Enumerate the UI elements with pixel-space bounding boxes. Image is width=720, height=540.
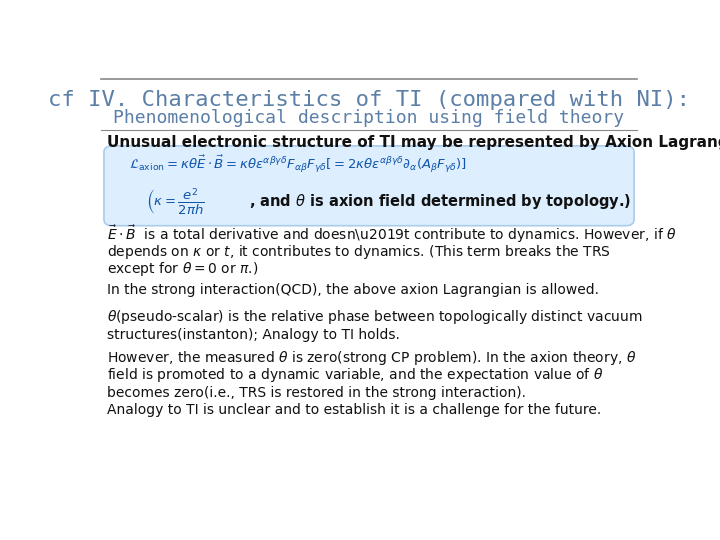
Text: , and $\theta$ is axion field determined by topology.): , and $\theta$ is axion field determined… [249, 192, 631, 211]
Text: $\mathcal{L}_{\mathrm{axion}} = \kappa\theta\vec{E}\cdot\vec{B} = \kappa\theta\e: $\mathcal{L}_{\mathrm{axion}} = \kappa\t… [129, 154, 467, 176]
Text: field is promoted to a dynamic variable, and the expectation value of $\theta$: field is promoted to a dynamic variable,… [107, 367, 603, 384]
Text: cf IV. Characteristics of TI (compared with NI):: cf IV. Characteristics of TI (compared w… [48, 90, 690, 110]
Text: However, the measured $\theta$ is zero(strong CP problem). In the axion theory, : However, the measured $\theta$ is zero(s… [107, 349, 636, 367]
Text: $\vec{E}\cdot\vec{B}$  is a total derivative and doesn\u2019t contribute to dyna: $\vec{E}\cdot\vec{B}$ is a total derivat… [107, 224, 676, 245]
Text: $\theta$(pseudo-scalar) is the relative phase between topologically distinct vac: $\theta$(pseudo-scalar) is the relative … [107, 308, 642, 326]
Text: Phenomenological description using field theory: Phenomenological description using field… [114, 109, 624, 127]
Text: Unusual electronic structure of TI may be represented by Axion Lagrangian.: Unusual electronic structure of TI may b… [107, 136, 720, 151]
Text: In the strong interaction(QCD), the above axion Lagrangian is allowed.: In the strong interaction(QCD), the abov… [107, 283, 599, 297]
Text: $\left( \kappa = \dfrac{e^2}{2\pi h} \right.$: $\left( \kappa = \dfrac{e^2}{2\pi h} \ri… [145, 186, 204, 217]
Text: structures(instanton); Analogy to TI holds.: structures(instanton); Analogy to TI hol… [107, 328, 400, 342]
Text: becomes zero(i.e., TRS is restored in the strong interaction).: becomes zero(i.e., TRS is restored in th… [107, 386, 526, 400]
FancyBboxPatch shape [104, 146, 634, 226]
Text: depends on $\kappa$ or $t$, it contributes to dynamics. (This term breaks the TR: depends on $\kappa$ or $t$, it contribut… [107, 243, 611, 261]
Text: except for $\theta = 0$ or $\pi$.): except for $\theta = 0$ or $\pi$.) [107, 260, 258, 279]
Text: Analogy to TI is unclear and to establish it is a challenge for the future.: Analogy to TI is unclear and to establis… [107, 403, 601, 417]
